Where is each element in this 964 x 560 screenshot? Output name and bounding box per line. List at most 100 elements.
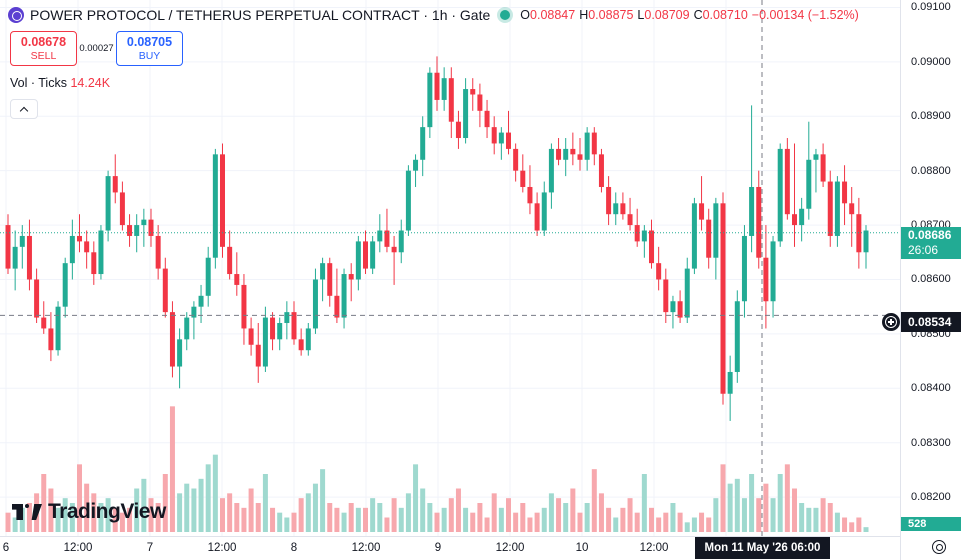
volume-bar [849,522,855,532]
volume-bar [312,483,318,532]
volume-bar [127,507,133,532]
buy-price: 0.08705 [126,35,173,49]
candle-body [513,148,519,171]
candle-body [799,208,805,226]
volume-bar [620,507,626,532]
volume-bar [463,507,469,532]
collapse-legend-button[interactable] [10,99,38,119]
volume-bar [506,498,511,532]
volume-bar [484,517,490,532]
symbol-title[interactable]: POWER PROTOCOL / TETHERUS PERPETUAL CONT… [30,7,491,23]
volume-bar [177,493,183,532]
candlestick-chart[interactable] [0,0,900,536]
candle-body [169,312,175,367]
candle-body [162,268,168,313]
plus-circle-icon [885,316,897,328]
candle-body [134,225,140,236]
volume-bar [198,478,204,532]
candle-body [448,78,454,122]
time-tick-label: 10 [575,542,589,554]
candle-body [305,328,311,351]
volume-bar [384,517,390,532]
candle-body [377,230,383,242]
volume-legend[interactable]: Vol · Ticks 14.24K [10,76,110,90]
volume-bar [520,503,526,532]
candle-body [198,295,204,307]
volume-bar [613,517,619,532]
volume-bar [763,483,769,532]
volume-bar [813,507,819,532]
candle-body [334,295,340,318]
candle-body [806,159,812,209]
volume-bar [741,498,747,532]
candle-body [363,241,368,269]
candle-body [284,312,290,324]
volume-bar [398,507,404,532]
volume-bar [205,464,211,532]
candle-body [770,241,776,302]
candle-body [191,306,197,318]
candle-body [355,241,361,280]
candle-body [205,257,211,296]
volume-bar [277,512,283,532]
volume-bar [255,503,261,532]
volume-bar [448,498,454,532]
candle-body [677,301,683,318]
volume-bar [119,512,125,532]
volume-bar [69,503,75,532]
tradingview-logo[interactable]: TradingView [12,500,166,524]
volume-bar [262,474,268,532]
volume-bar [656,517,662,532]
volume-bar [141,478,147,532]
candle-body [827,181,833,236]
volume-bar [105,498,111,532]
candle-body [577,154,583,160]
candle-body [627,214,633,226]
candle-body [220,154,225,247]
buy-button[interactable]: 0.08705 BUY [116,31,183,66]
candle-body [620,203,626,215]
price-tick-label: 0.08800 [911,164,951,177]
volume-bar [427,503,433,532]
volume-bar [699,512,705,532]
price-scale[interactable]: 0.09100 0.09000 0.08900 0.08800 0.08700 0.086… [900,0,964,560]
candle-body [749,186,755,236]
market-open-status-icon[interactable] [500,10,511,20]
settings-icon[interactable] [932,540,946,554]
candle-body [734,301,740,372]
volume-bar [48,488,54,532]
candle-body [234,274,240,285]
volume-bar [820,498,826,532]
volume-bar [541,507,547,532]
candle-body [298,339,304,351]
candle-body [255,344,261,367]
chart-pane[interactable] [0,0,900,536]
volume-bar [284,517,290,532]
candle-body [405,170,411,231]
add-alert-button[interactable] [882,313,900,331]
volume-bar [420,488,426,532]
volume-bar [570,488,576,532]
candle-body [148,219,154,236]
volume-bar [405,493,411,532]
volume-value-label: 528 [901,517,961,531]
volume-bar [563,503,569,532]
volume-bar [584,503,590,532]
price-tick-label: 0.09100 [911,1,951,14]
volume-bar [320,469,326,532]
candle-body [105,176,111,231]
volume-bar [470,512,476,532]
candle-body [270,317,276,340]
volume-bar [291,512,297,532]
candle-body [556,148,562,160]
volume-bar [691,517,697,532]
ohlc-close: C0.08710 [693,8,748,22]
candle-body [434,72,440,100]
sell-button[interactable]: 0.08678 SELL [10,31,77,66]
candle-body [77,235,82,242]
candle-body [792,214,797,226]
volume-bar [84,483,90,532]
candle-body [613,203,619,215]
candle-body [141,219,147,226]
time-tick-label: 12:00 [207,542,237,554]
